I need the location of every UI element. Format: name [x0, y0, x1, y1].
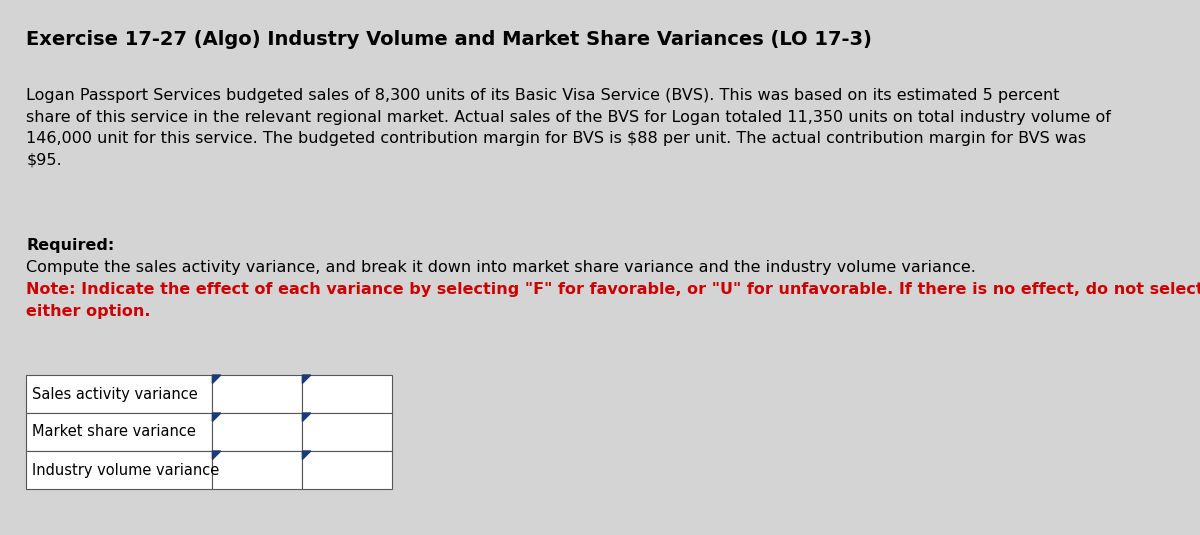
- Text: Note: Indicate the effect of each variance by selecting "F" for favorable, or "U: Note: Indicate the effect of each varian…: [26, 282, 1200, 319]
- Text: Exercise 17-27 (Algo) Industry Volume and Market Share Variances (LO 17-3): Exercise 17-27 (Algo) Industry Volume an…: [26, 30, 872, 49]
- Bar: [302, 451, 392, 489]
- Bar: [212, 451, 302, 489]
- Polygon shape: [302, 451, 311, 460]
- Text: Compute the sales activity variance, and break it down into market share varianc: Compute the sales activity variance, and…: [26, 260, 977, 275]
- Bar: [212, 413, 302, 451]
- Text: Market share variance: Market share variance: [32, 424, 197, 439]
- Polygon shape: [212, 451, 221, 460]
- Bar: [302, 375, 392, 413]
- Bar: [212, 375, 302, 413]
- Text: Industry volume variance: Industry volume variance: [32, 462, 220, 478]
- Bar: [302, 413, 392, 451]
- Polygon shape: [212, 413, 221, 422]
- Text: Sales activity variance: Sales activity variance: [32, 386, 198, 401]
- Bar: [26, 413, 212, 451]
- Text: Required:: Required:: [26, 238, 115, 253]
- Polygon shape: [302, 413, 311, 422]
- Polygon shape: [302, 375, 311, 384]
- Polygon shape: [212, 375, 221, 384]
- Bar: [26, 375, 212, 413]
- Text: Logan Passport Services budgeted sales of 8,300 units of its Basic Visa Service : Logan Passport Services budgeted sales o…: [26, 88, 1111, 168]
- Bar: [26, 451, 212, 489]
